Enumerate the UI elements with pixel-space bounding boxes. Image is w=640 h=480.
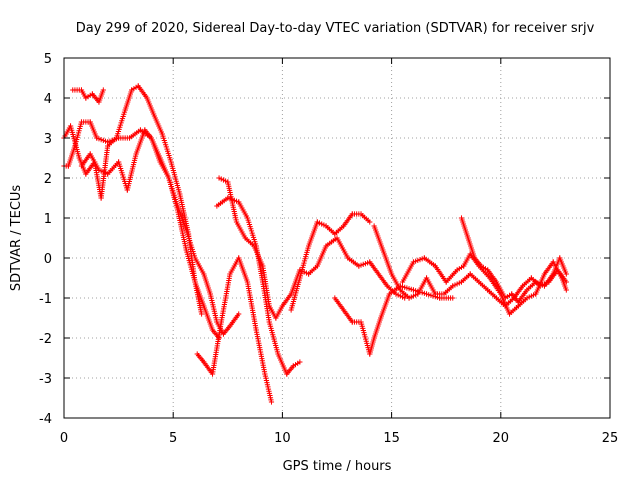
y-tick-label: 4 (44, 92, 52, 107)
y-tick-label: 0 (44, 252, 52, 267)
data-point (367, 219, 373, 225)
x-tick-label: 25 (602, 431, 619, 446)
y-tick-label: 3 (44, 132, 52, 147)
x-tick-label: 5 (169, 431, 177, 446)
data-point (450, 295, 456, 301)
series-line (218, 177, 405, 320)
series-track-c (61, 83, 205, 317)
series-line (290, 213, 371, 311)
data-point (563, 287, 569, 293)
series-track-h (288, 211, 373, 313)
chart-title: Day 299 of 2020, Sidereal Day-to-day VTE… (76, 21, 595, 36)
data-series (61, 83, 569, 405)
x-tick-label: 10 (274, 431, 291, 446)
data-point (236, 311, 242, 317)
series-track-a (70, 87, 106, 105)
axis-ticks: 0 5 10 15 20 25 -4 -3 -2 -1 0 1 2 3 4 5 (39, 52, 618, 446)
series-track-l (458, 215, 569, 305)
y-tick-label: -3 (39, 372, 52, 387)
data-point (402, 295, 408, 301)
series-track-g (214, 195, 303, 377)
series-track-j (371, 223, 569, 309)
data-point (100, 87, 106, 93)
series-line (64, 121, 220, 339)
series-track-b (61, 119, 222, 341)
data-point (563, 271, 569, 277)
series-track-i (332, 283, 456, 357)
x-tick-label: 15 (383, 431, 400, 446)
x-tick-label: 20 (493, 431, 510, 446)
x-tick-label: 0 (60, 431, 68, 446)
x-axis-label: GPS time / hours (283, 459, 392, 474)
series-track-k (399, 251, 569, 317)
plot-frame (63, 57, 611, 419)
y-tick-label: 2 (44, 172, 52, 187)
series-track-d (78, 127, 242, 337)
series-track-e (194, 255, 275, 405)
data-point (198, 311, 205, 317)
y-axis-label: SDTVAR / TECUs (9, 185, 24, 292)
data-point (297, 359, 303, 365)
series-track-f (216, 175, 408, 321)
y-tick-label: -1 (39, 292, 52, 307)
data-point (268, 399, 275, 405)
y-tick-label: 5 (44, 52, 52, 67)
y-tick-label: -2 (39, 332, 52, 347)
y-tick-label: -4 (39, 412, 52, 427)
y-tick-label: 1 (44, 212, 52, 227)
